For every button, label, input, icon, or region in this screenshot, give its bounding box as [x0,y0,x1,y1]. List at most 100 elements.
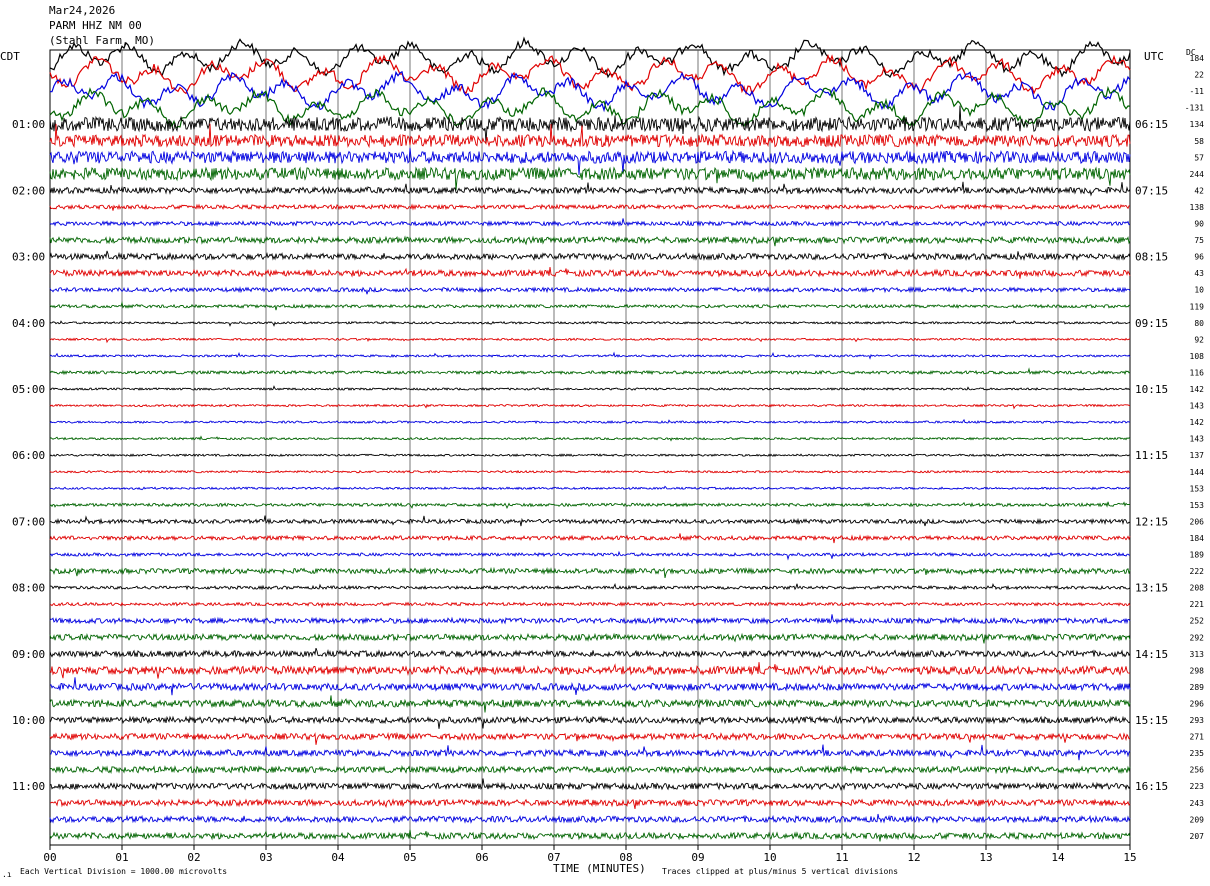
x-tick-label: 09 [691,851,704,864]
x-tick-label: 15 [1123,851,1136,864]
trace-line [49,203,1130,211]
dc-offset-label: 206 [1190,517,1205,526]
dc-offset-label: 153 [1190,484,1205,493]
trace-line [49,515,1131,527]
dc-offset-label: 292 [1190,633,1205,642]
x-tick-label: 00 [43,851,56,864]
dc-offset-label: 271 [1190,733,1205,742]
trace-line [50,70,1131,113]
trace-line [49,764,1131,775]
dc-offset-label: 43 [1194,269,1204,278]
dc-offset-label: 90 [1194,220,1204,229]
trace-line [49,695,1131,713]
dc-label: DC [1186,48,1196,57]
right-hour-label: 07:15 [1135,184,1168,197]
x-tick-label: 14 [1051,851,1065,864]
x-tick-label: 07 [547,851,560,864]
trace-line [49,715,1131,729]
trace-line [49,301,1131,311]
dc-offset-label: 313 [1190,650,1205,659]
left-hour-label: 09:00 [12,648,45,661]
trace-line [49,166,1131,191]
trace-line [49,123,1131,149]
left-hour-label: 11:00 [12,780,45,793]
trace-line [49,36,1131,79]
dc-offset-label: 296 [1190,699,1205,708]
x-tick-label: 08 [619,851,632,864]
dc-offset-label: -11 [1190,87,1205,96]
right-hour-label: 11:15 [1135,449,1168,462]
x-tick-label: 01 [115,851,128,864]
dc-offset-label: 22 [1194,71,1204,80]
right-hour-label: 15:15 [1135,714,1168,727]
dc-offset-label: 108 [1190,352,1205,361]
trace-line [50,744,1131,761]
dc-offset-label: 58 [1194,137,1204,146]
dc-offset-label: 243 [1190,799,1205,808]
x-tick-label: 13 [979,851,992,864]
trace-line [49,601,1131,609]
dc-offset-label: 10 [1194,286,1204,295]
dc-offset-label: 80 [1194,319,1204,328]
left-hour-label: 05:00 [12,383,45,396]
trace-line [49,677,1131,696]
dc-offset-label: 184 [1190,54,1205,63]
trace-line [49,250,1131,262]
x-tick-label: 06 [475,851,488,864]
trace-line [49,778,1131,791]
dc-offset-label: 189 [1190,551,1205,560]
left-hour-label: 08:00 [12,582,45,595]
trace-line [49,453,1130,458]
left-hour-label: 02:00 [12,184,45,197]
x-tick-label: 03 [259,851,272,864]
dc-offset-label: 142 [1190,418,1205,427]
trace-line [49,53,1131,96]
dc-offset-label: 235 [1190,749,1205,758]
trace-line [49,218,1130,228]
trace-line [49,731,1131,745]
left-timezone-label: CDT [0,50,20,63]
trace-line [49,337,1131,344]
dc-offset-label: 143 [1190,435,1205,444]
dc-offset-label: 209 [1190,815,1205,824]
dc-offset-label: 221 [1190,600,1205,609]
dc-offset-label: 244 [1190,170,1205,179]
trace-line [49,662,1131,679]
dc-offset-label: 298 [1190,666,1205,675]
trace-line [49,566,1131,578]
vertical-division-note: Each Vertical Division = 1000.00 microvo… [20,867,228,876]
trace-line [49,351,1131,360]
dc-offset-label: 144 [1190,468,1205,477]
left-hour-label: 10:00 [12,714,45,727]
dc-offset-label: 96 [1194,253,1204,262]
dc-offset-label: 256 [1190,766,1205,775]
header-date: Mar24,2026 [49,4,116,17]
left-hour-label: 04:00 [12,317,45,330]
trace-line [49,469,1131,474]
x-tick-label: 02 [187,851,200,864]
dc-offset-label: 208 [1190,584,1205,593]
right-hour-label: 08:15 [1135,251,1168,264]
plot-frame [49,49,1131,846]
trace-line [49,403,1131,410]
header-location: (Stahl Farm, MO) [49,34,155,47]
right-hour-label: 12:15 [1135,515,1168,528]
dc-offset-label: 42 [1194,186,1204,195]
dc-offset-label: 116 [1190,368,1205,377]
left-hour-label: 03:00 [12,251,45,264]
trace-line [49,435,1131,442]
dc-offset-label: 138 [1190,203,1205,212]
dc-offset-label: 142 [1190,385,1205,394]
dc-offset-label: 293 [1190,716,1205,725]
dc-offset-label: 207 [1190,832,1205,841]
dc-offset-label: 184 [1190,534,1205,543]
x-tick-label: 12 [907,851,920,864]
clip-note: Traces clipped at plus/minus 5 vertical … [662,867,899,876]
trace-line [49,267,1131,279]
trace-line [49,485,1131,491]
trace-line [49,367,1131,376]
corner-mark: .ı [2,870,12,879]
right-hour-label: 10:15 [1135,383,1168,396]
x-axis-title: TIME (MINUTES) [553,862,646,875]
trace-line [49,533,1131,544]
